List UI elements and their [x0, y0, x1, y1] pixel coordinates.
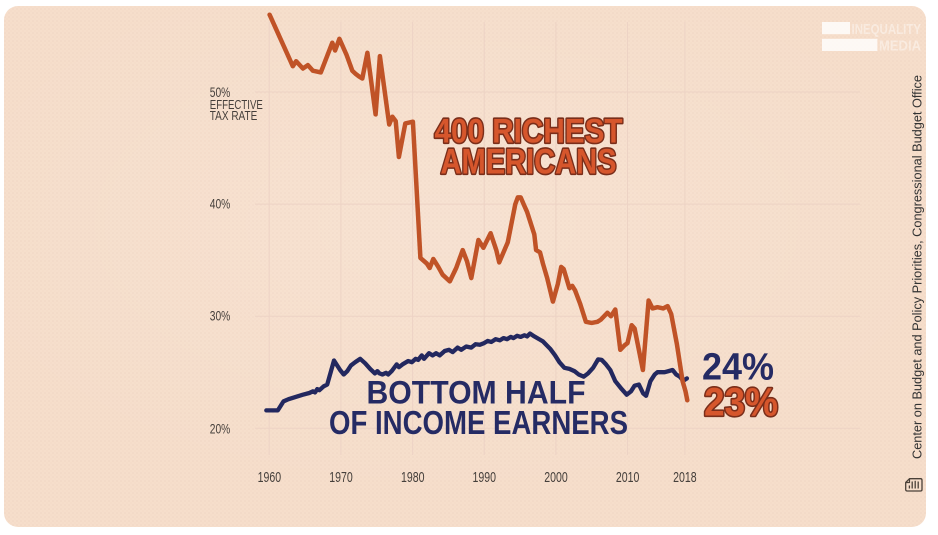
svg-text:1960: 1960 — [258, 470, 282, 486]
svg-text:BOTTOM HALF: BOTTOM HALF — [367, 375, 586, 411]
svg-text:OF INCOME EARNERS: OF INCOME EARNERS — [329, 405, 628, 442]
svg-text:Center on Budget and Policy Pr: Center on Budget and Policy Priorities, … — [910, 75, 925, 459]
svg-text:40%: 40% — [210, 197, 231, 213]
svg-text:400 RICHEST: 400 RICHEST — [435, 113, 623, 151]
svg-text:2010: 2010 — [616, 470, 640, 486]
svg-text:1980: 1980 — [401, 470, 425, 486]
svg-text:TAX RATE: TAX RATE — [210, 108, 258, 123]
svg-text:30%: 30% — [210, 309, 231, 325]
svg-text:50%: 50% — [210, 85, 231, 101]
svg-text:AMERICANS: AMERICANS — [441, 143, 617, 182]
svg-text:24%: 24% — [702, 347, 774, 389]
svg-text:23%: 23% — [704, 381, 778, 425]
svg-text:1970: 1970 — [329, 470, 353, 486]
svg-text:1990: 1990 — [473, 470, 497, 486]
svg-text:MEDIA: MEDIA — [879, 38, 921, 55]
svg-text:2018: 2018 — [673, 470, 697, 486]
svg-text:INEQUALITY: INEQUALITY — [852, 21, 922, 38]
svg-text:2000: 2000 — [544, 470, 568, 486]
svg-text:EFFECTIVE: EFFECTIVE — [210, 97, 263, 112]
svg-text:20%: 20% — [210, 421, 231, 437]
